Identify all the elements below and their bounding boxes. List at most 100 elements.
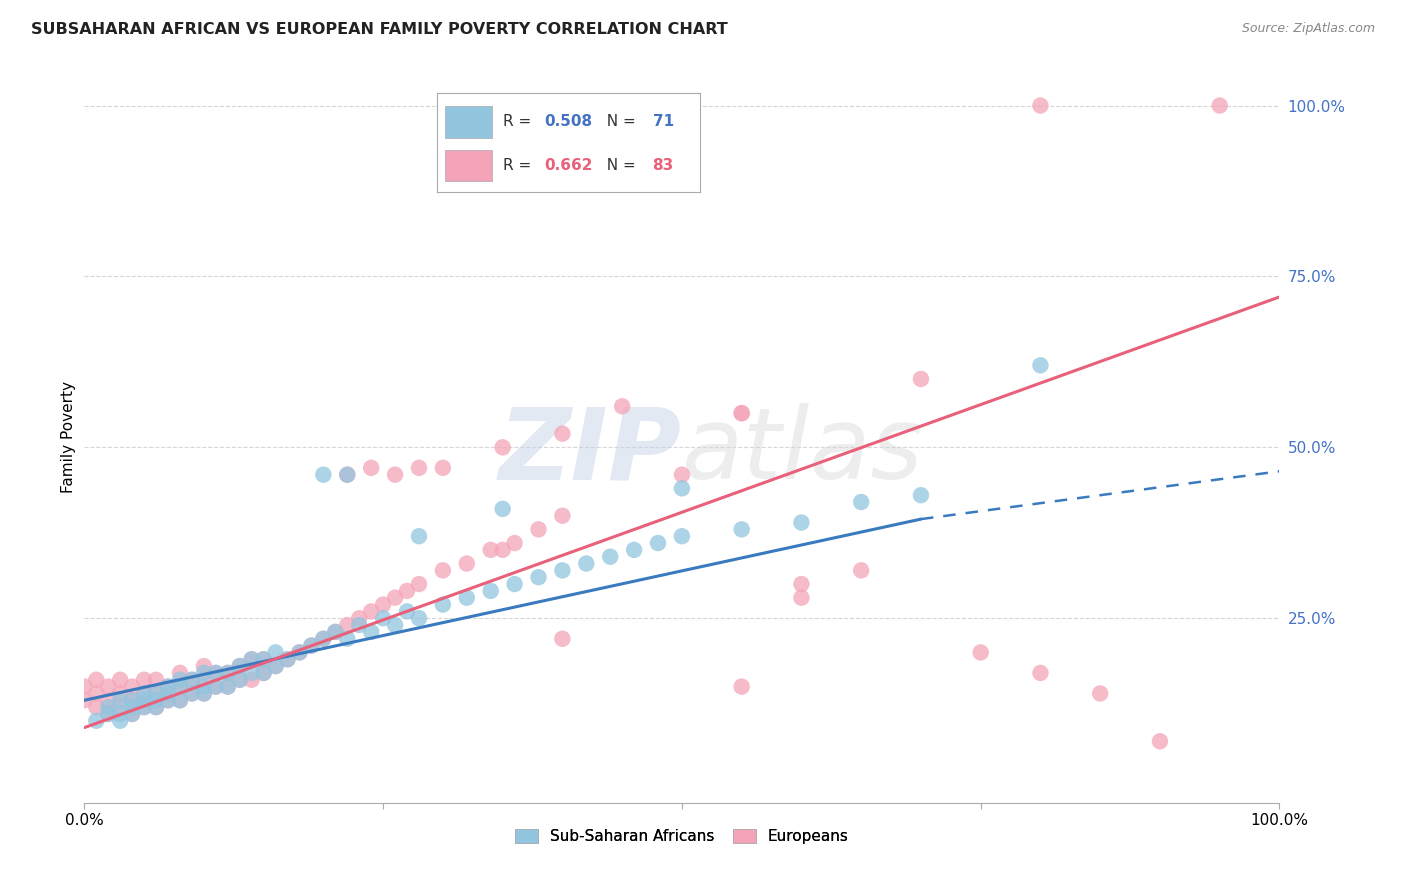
Point <box>264 645 287 659</box>
Point <box>790 591 813 605</box>
Point <box>229 673 252 687</box>
Point <box>217 665 239 680</box>
Point <box>193 659 215 673</box>
Point <box>181 686 204 700</box>
Point <box>181 673 204 687</box>
Point <box>408 529 430 543</box>
Point <box>503 577 526 591</box>
Point <box>229 659 252 673</box>
Point <box>551 426 574 441</box>
Point <box>229 659 252 673</box>
Point <box>86 673 108 687</box>
Point <box>336 618 359 632</box>
Point <box>205 680 228 694</box>
Point <box>181 673 204 687</box>
Point <box>970 645 993 659</box>
Point <box>157 693 180 707</box>
Point <box>360 604 382 618</box>
Point <box>671 529 693 543</box>
Point <box>408 460 430 475</box>
Point <box>193 665 215 680</box>
Point <box>671 467 693 482</box>
Point <box>193 686 215 700</box>
Point <box>851 563 873 577</box>
Point <box>432 598 454 612</box>
Point <box>110 714 132 728</box>
Point <box>157 693 180 707</box>
Point <box>110 700 132 714</box>
Point <box>301 639 323 653</box>
Point <box>132 673 156 687</box>
Point <box>110 673 132 687</box>
Point <box>396 583 419 598</box>
Point <box>384 467 406 482</box>
Point <box>325 624 347 639</box>
Point <box>432 460 454 475</box>
Point <box>1029 359 1052 373</box>
Point <box>671 481 693 495</box>
Point <box>731 522 754 536</box>
Point <box>277 652 299 666</box>
Point <box>229 673 252 687</box>
Point <box>193 673 215 687</box>
Point <box>193 680 215 694</box>
Text: SUBSAHARAN AFRICAN VS EUROPEAN FAMILY POVERTY CORRELATION CHART: SUBSAHARAN AFRICAN VS EUROPEAN FAMILY PO… <box>31 22 728 37</box>
Y-axis label: Family Poverty: Family Poverty <box>60 381 76 493</box>
Point <box>479 583 502 598</box>
Point <box>277 652 299 666</box>
Point <box>492 542 515 557</box>
Point <box>288 645 311 659</box>
Text: Source: ZipAtlas.com: Source: ZipAtlas.com <box>1241 22 1375 36</box>
Point <box>432 563 454 577</box>
Point <box>910 372 932 386</box>
Point <box>408 611 430 625</box>
Point <box>599 549 621 564</box>
Point <box>121 693 143 707</box>
Point <box>240 673 263 687</box>
Point <box>851 495 873 509</box>
Point <box>360 460 382 475</box>
Point <box>86 700 108 714</box>
Point <box>301 639 323 653</box>
Point <box>97 706 120 721</box>
Point <box>253 665 276 680</box>
Point <box>527 570 550 584</box>
Point <box>492 501 515 516</box>
Point <box>456 557 478 571</box>
Point <box>349 618 371 632</box>
Point <box>1029 98 1052 112</box>
Point <box>910 488 932 502</box>
Point <box>73 680 96 694</box>
Point <box>145 686 167 700</box>
Point <box>217 680 239 694</box>
Point <box>288 645 311 659</box>
Point <box>132 693 156 707</box>
Point <box>479 542 502 557</box>
Point <box>121 706 143 721</box>
Point <box>110 686 132 700</box>
Point <box>1149 734 1171 748</box>
Point <box>240 652 263 666</box>
Point <box>110 706 132 721</box>
Point <box>551 632 574 646</box>
Point <box>492 440 515 454</box>
Point <box>132 686 156 700</box>
Point <box>373 611 395 625</box>
Point <box>408 577 430 591</box>
Point <box>240 665 263 680</box>
Point <box>1090 686 1112 700</box>
Point <box>169 693 191 707</box>
Text: ZIP: ZIP <box>499 403 682 500</box>
Point <box>181 686 204 700</box>
Point <box>731 406 754 420</box>
Point <box>157 686 180 700</box>
Point <box>325 624 347 639</box>
Point <box>336 467 359 482</box>
Point <box>132 700 156 714</box>
Point <box>121 706 143 721</box>
Point <box>551 508 574 523</box>
Point <box>373 598 395 612</box>
Point <box>121 680 143 694</box>
Point <box>157 680 180 694</box>
Point <box>169 693 191 707</box>
